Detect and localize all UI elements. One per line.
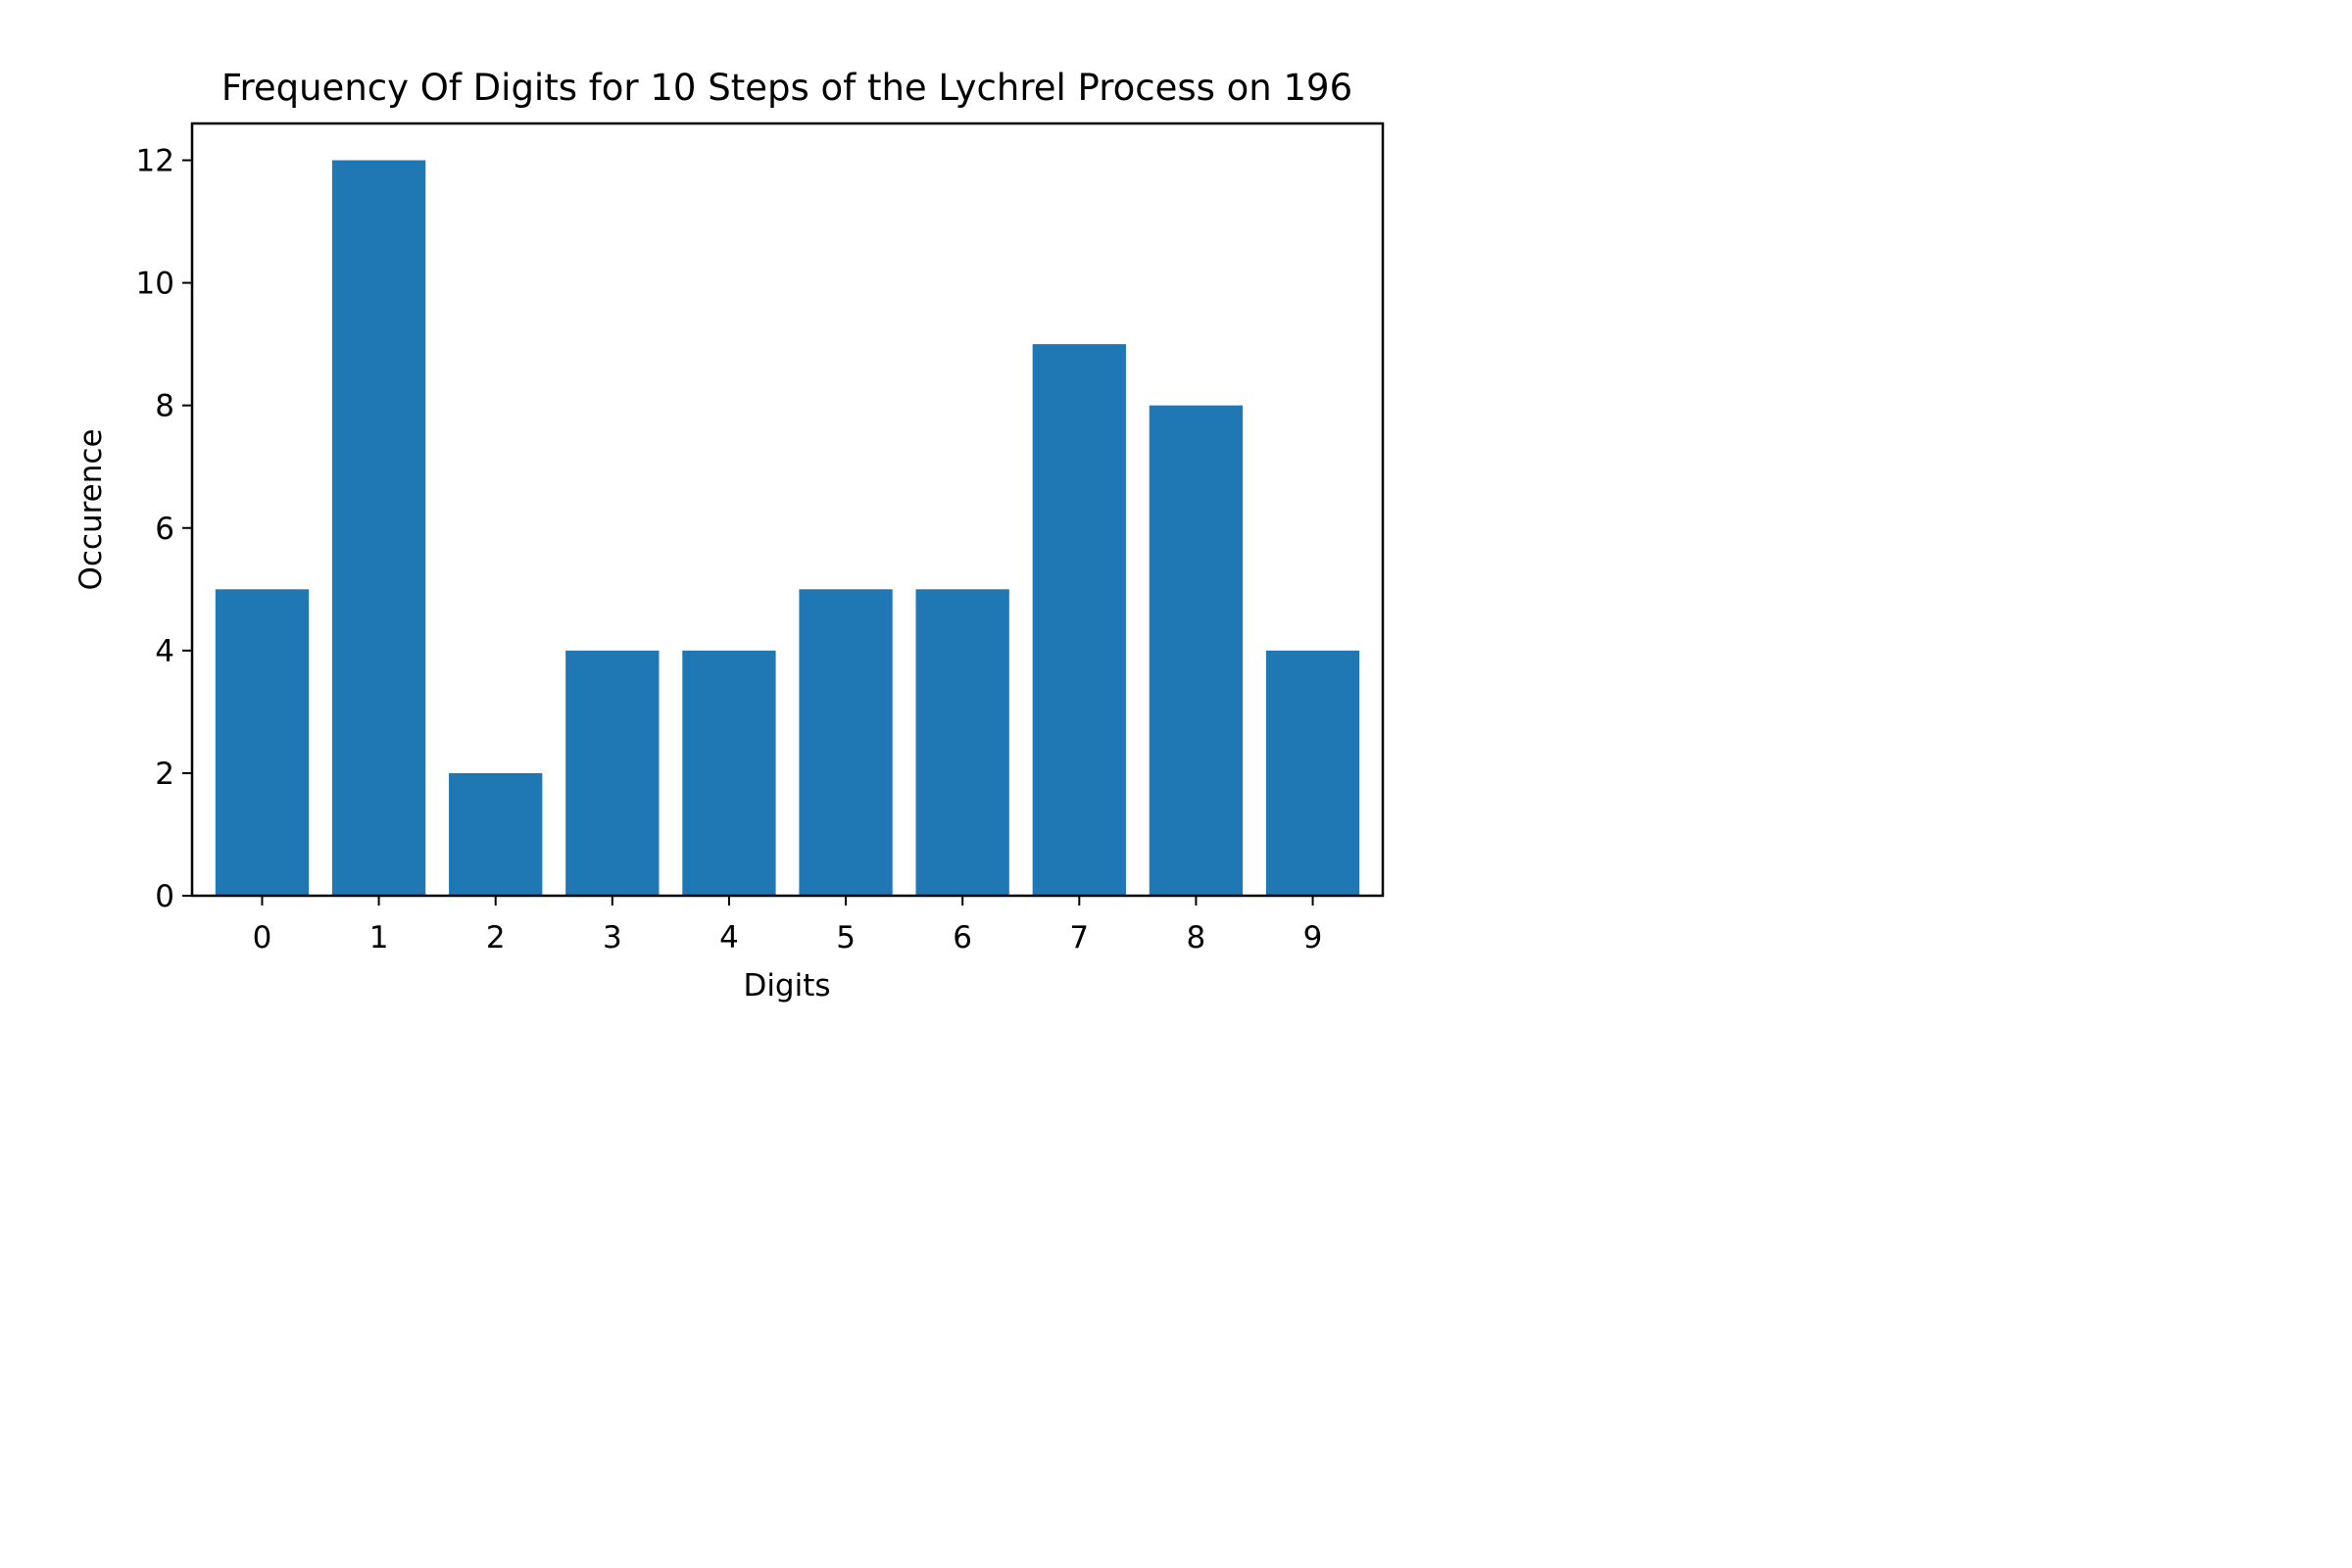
y-tick-label: 4 — [155, 634, 174, 669]
bar-6 — [915, 589, 1009, 896]
x-tick-label: 0 — [253, 920, 272, 956]
bar-1 — [331, 160, 426, 896]
x-tick-label: 1 — [369, 920, 389, 956]
y-tick-label: 0 — [155, 879, 174, 914]
bar-4 — [682, 650, 776, 896]
bar-7 — [1032, 344, 1126, 897]
y-tick-label: 2 — [155, 757, 174, 792]
y-tick-label: 10 — [136, 267, 174, 302]
y-tick-label: 6 — [155, 512, 174, 547]
x-tick-label: 6 — [953, 920, 972, 956]
bars-group — [215, 160, 1360, 897]
x-tick-label: 7 — [1069, 920, 1089, 956]
y-axis: 0 2 4 6 8 10 12 — [136, 144, 192, 914]
x-tick-label: 9 — [1303, 920, 1323, 956]
x-tick-label: 2 — [486, 920, 506, 956]
x-tick-label: 3 — [603, 920, 622, 956]
y-axis-label: Occurence — [74, 428, 109, 590]
x-tick-label: 8 — [1187, 920, 1206, 956]
plot-frame — [190, 122, 1385, 898]
y-tick-label: 8 — [155, 389, 174, 424]
x-tick-label: 5 — [836, 920, 856, 956]
bar-2 — [449, 772, 543, 896]
bar-9 — [1265, 650, 1360, 896]
bar-chart: Frequency Of Digits for 10 Steps of the … — [74, 67, 1385, 1004]
bar-0 — [215, 589, 310, 896]
x-axis-label: Digits — [743, 968, 830, 1004]
x-tick-label: 4 — [719, 920, 739, 956]
bar-5 — [799, 589, 893, 896]
y-tick-label: 12 — [136, 144, 174, 179]
bar-3 — [565, 650, 660, 896]
x-axis: 0 1 2 3 4 5 6 7 8 9 — [253, 896, 1323, 956]
bar-8 — [1149, 405, 1244, 896]
chart-title: Frequency Of Digits for 10 Steps of the … — [221, 67, 1352, 109]
